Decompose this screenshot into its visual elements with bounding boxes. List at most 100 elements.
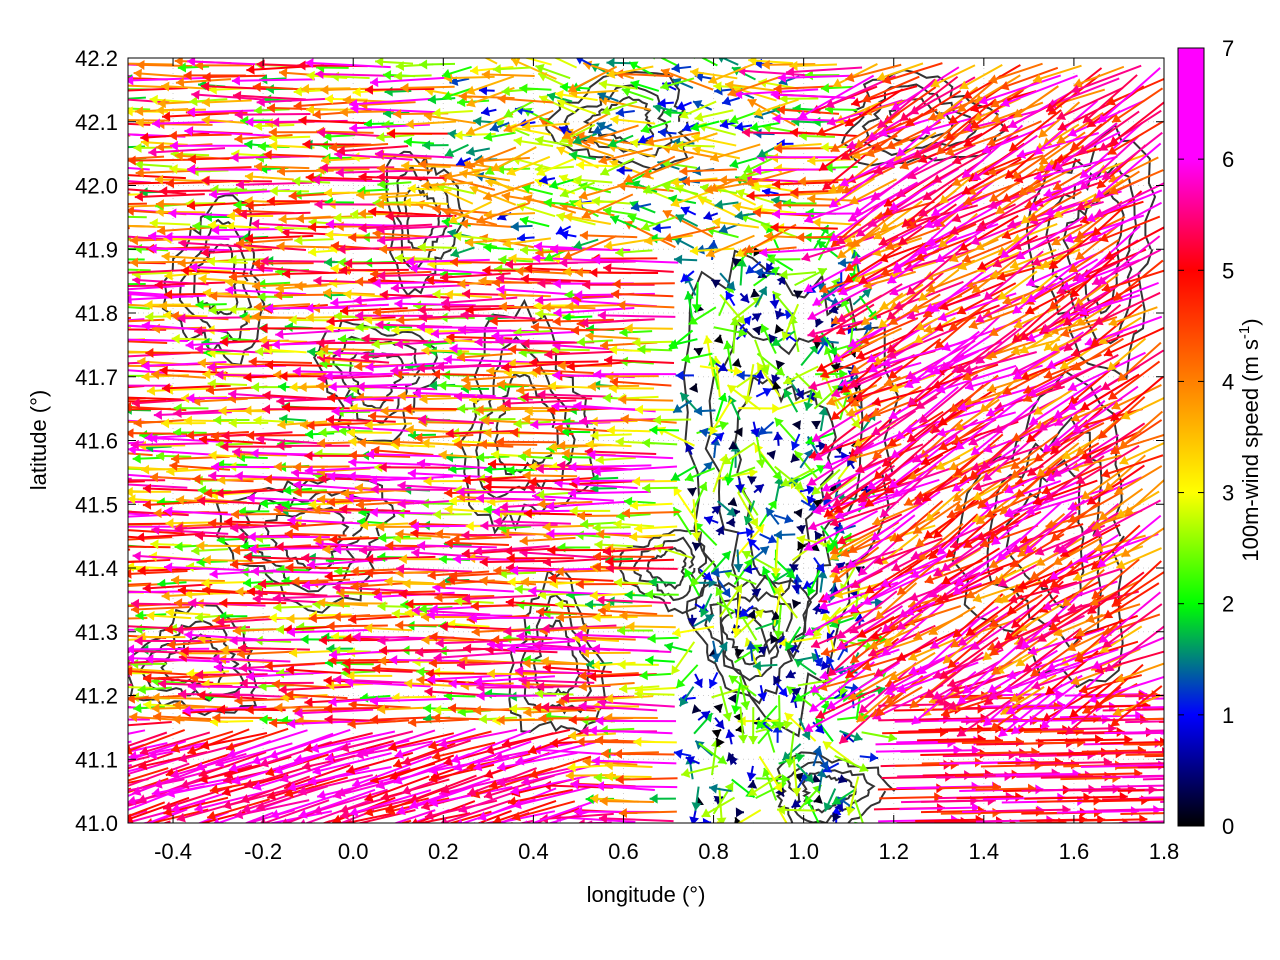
wind-arrow: [547, 381, 594, 392]
wind-arrow: [336, 598, 388, 609]
wind-arrow: [67, 83, 125, 93]
wind-arrow: [693, 673, 703, 689]
wind-arrow: [574, 630, 655, 640]
wind-arrow: [483, 58, 498, 65]
contour-line: [519, 594, 592, 715]
wind-arrow: [524, 799, 599, 823]
wind-arrow: [287, 718, 370, 729]
wind-arrow: [128, 628, 145, 631]
contour-line: [775, 751, 896, 823]
wind-arrow: [772, 675, 782, 686]
wind-arrow: [542, 662, 612, 674]
wind-arrow: [404, 678, 453, 689]
wind-arrow: [822, 740, 857, 767]
wind-arrow: [187, 681, 267, 692]
wind-arrow: [637, 344, 673, 355]
wind-arrow: [453, 740, 532, 772]
wind-arrow: [272, 592, 350, 603]
wind-arrow: [747, 537, 761, 551]
wind-arrow: [738, 675, 751, 710]
wind-arrow: [128, 796, 190, 823]
wind-arrow: [812, 721, 825, 735]
wind-arrow: [221, 774, 289, 797]
wind-arrow: [595, 781, 678, 792]
wind-arrow: [747, 779, 758, 789]
wind-arrow: [263, 344, 307, 355]
wind-arrow: [348, 699, 411, 710]
wind-arrow: [599, 796, 654, 807]
wind-arrow: [595, 735, 655, 746]
wind-arrow: [459, 655, 513, 666]
wind-arrow: [134, 635, 210, 646]
wind-arrow: [956, 792, 1024, 803]
colorbar-tick-label: 2: [1222, 592, 1234, 617]
wind-arrow: [691, 704, 702, 714]
wind-arrow: [318, 635, 389, 646]
wind-arrow: [634, 404, 678, 415]
wind-arrow: [970, 604, 1037, 651]
wind-arrow: [734, 648, 745, 658]
wind-arrow: [613, 577, 654, 588]
wind-arrow: [881, 603, 944, 657]
wind-arrow: [785, 669, 797, 679]
wind-arrow: [137, 684, 172, 695]
wind-arrow: [454, 596, 494, 607]
wind-arrow: [1100, 784, 1164, 788]
wind-arrow: [859, 752, 879, 763]
wind-arrow: [332, 582, 408, 593]
wind-arrow: [693, 614, 715, 628]
wind-arrow: [312, 788, 388, 815]
wind-arrow: [340, 730, 414, 753]
colorbar-tick-label: 4: [1222, 369, 1234, 394]
wind-arrow: [324, 714, 396, 725]
wind-arrow: [197, 690, 268, 701]
wind-arrow: [41, 151, 127, 161]
wind-arrow: [626, 621, 676, 632]
colorbar-tick-label: 5: [1222, 258, 1234, 283]
wind-arrow: [1120, 798, 1164, 802]
wind-arrow: [715, 525, 725, 536]
wind-arrow: [246, 671, 329, 682]
wind-arrow: [721, 441, 756, 466]
wind-arrow: [128, 774, 131, 777]
wind-arrow: [681, 764, 719, 778]
wind-arrow: [288, 647, 335, 658]
wind-arrow: [398, 588, 469, 599]
wind-arrow: [673, 748, 692, 759]
wind-arrow: [548, 821, 558, 823]
wind-arrow: [128, 582, 152, 586]
wind-arrow: [811, 420, 822, 430]
wind-arrow: [707, 62, 755, 85]
wind-arrow: [713, 326, 748, 338]
wind-arrow: [576, 736, 637, 747]
wind-arrow: [726, 517, 736, 528]
x-tick-label: -0.4: [154, 839, 192, 864]
wind-arrow: [428, 658, 492, 669]
wind-arrow: [346, 670, 393, 681]
wind-arrow: [523, 707, 578, 718]
wind-arrow: [750, 288, 761, 298]
wind-arrow: [737, 809, 762, 823]
wind-arrow: [1104, 762, 1164, 766]
wind-arrow: [185, 561, 226, 572]
wind-arrow: [823, 788, 837, 812]
wind-arrow: [496, 284, 578, 296]
wind-arrow: [719, 583, 743, 618]
wind-arrow: [1111, 87, 1164, 124]
wind-arrow: [632, 476, 677, 487]
wind-arrow: [157, 98, 210, 109]
wind-arrow: [128, 752, 173, 770]
wind-arrow: [128, 74, 132, 78]
wind-arrow: [662, 209, 714, 238]
wind-arrow: [236, 648, 295, 659]
wind-arrow: [128, 419, 145, 423]
wind-arrow: [369, 507, 455, 518]
wind-arrow: [369, 76, 453, 88]
wind-arrow: [1145, 717, 1164, 721]
wind-arrow: [211, 653, 291, 664]
wind-arrow: [770, 634, 780, 645]
wind-arrow: [128, 208, 168, 214]
wind-arrow: [751, 312, 762, 322]
wind-arrow: [128, 785, 190, 811]
wind-arrow: [268, 728, 351, 760]
